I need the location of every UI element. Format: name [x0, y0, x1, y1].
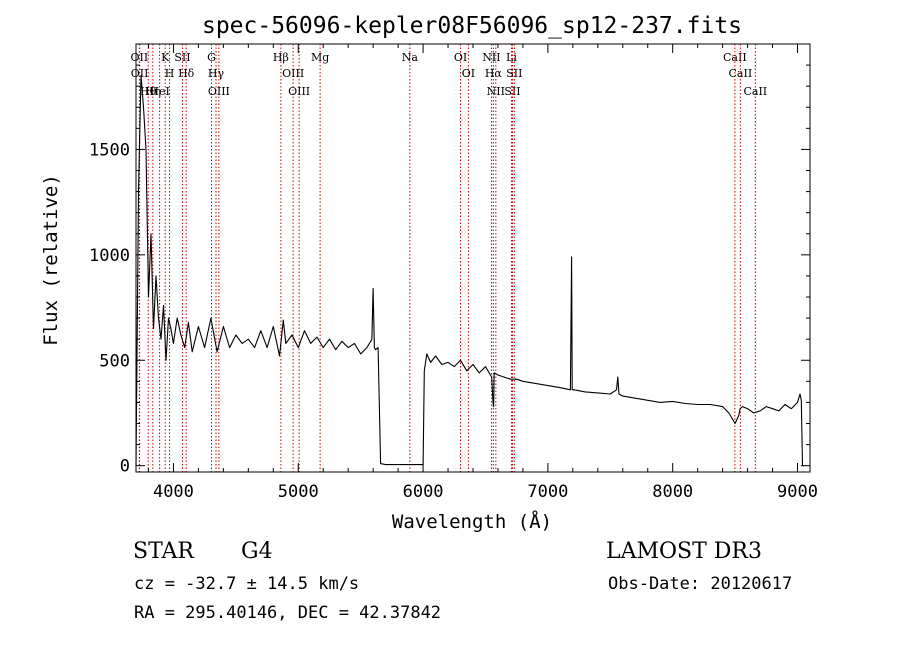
line-marker-label: Hη — [145, 85, 161, 98]
line-marker-label: OIII — [282, 67, 304, 80]
class-label: STAR — [133, 539, 194, 564]
series-layer — [135, 75, 804, 467]
x-tick-label: 9000 — [777, 482, 818, 502]
line-marker-label: Hβ — [273, 51, 289, 64]
redshift-text: cz = -32.7 ± 14.5 km/s — [134, 574, 360, 594]
axes: 4000 5000 6000 7000 8000 9000 0 500 1000 1500 — [89, 43, 818, 502]
x-tick-label: 6000 — [403, 482, 444, 502]
y-tick-label: 1500 — [89, 140, 130, 160]
line-marker-label: OII — [131, 67, 149, 80]
line-marker-label: OI — [462, 67, 475, 80]
x-axis-label: Wavelength (Å) — [392, 510, 552, 533]
line-marker-label: Hθ — [140, 85, 157, 98]
y-tick-label: 0 — [120, 457, 130, 477]
line-marker-label: SII — [174, 51, 190, 64]
line-marker-label: OI — [454, 51, 467, 64]
line-marker-label: Hγ — [208, 67, 225, 80]
line-marker-label: Li — [506, 51, 517, 64]
x-tick-label: 8000 — [652, 482, 693, 502]
coords-text: RA = 295.40146, DEC = 42.37842 — [134, 603, 442, 623]
line-marker-label: NII — [487, 85, 505, 98]
line-marker-label: H — [165, 67, 175, 80]
survey-name: LAMOST DR3 — [606, 539, 762, 564]
line-marker-label: K — [161, 51, 170, 64]
subclass-label: G4 — [241, 539, 273, 564]
line-marker-label: NII — [482, 51, 500, 64]
line-marker-label: Hα — [485, 67, 503, 80]
line-marker-label: SII — [506, 67, 522, 80]
object-class: STAR — [133, 539, 194, 564]
line-marker-label: G — [207, 51, 216, 64]
line-marker-label: CaII — [729, 67, 753, 80]
line-marker-label: OII — [131, 51, 149, 64]
y-tick-label: 500 — [99, 351, 130, 371]
chart-title: spec-56096-kepler08F56096_sp12-237.fits — [202, 13, 742, 39]
line-marker-label: HeI — [149, 85, 169, 98]
x-tick-label: 4000 — [153, 482, 194, 502]
line-marker-label: Mg — [311, 51, 329, 64]
y-tick-label: 1000 — [89, 246, 130, 266]
y-axis-label: Flux (relative) — [40, 174, 62, 346]
line-marker-label: OIII — [288, 85, 310, 98]
plot-frame — [135, 43, 811, 473]
spectrum-line-0 — [135, 75, 804, 467]
x-tick-label: 7000 — [527, 482, 568, 502]
line-marker-label: Na — [402, 51, 419, 64]
line-marker-label: CaII — [723, 51, 747, 64]
object-subclass: G4 — [241, 539, 273, 564]
line-marker-label: SII — [504, 85, 520, 98]
line-marker-label: CaII — [743, 85, 767, 98]
line-marker-label: OIII — [208, 85, 230, 98]
x-tick-label: 5000 — [278, 482, 319, 502]
line-marker-label: Hδ — [178, 67, 195, 80]
obs-date-text: Obs-Date: 20120617 — [608, 574, 793, 594]
survey-label: LAMOST DR3 — [606, 539, 762, 564]
